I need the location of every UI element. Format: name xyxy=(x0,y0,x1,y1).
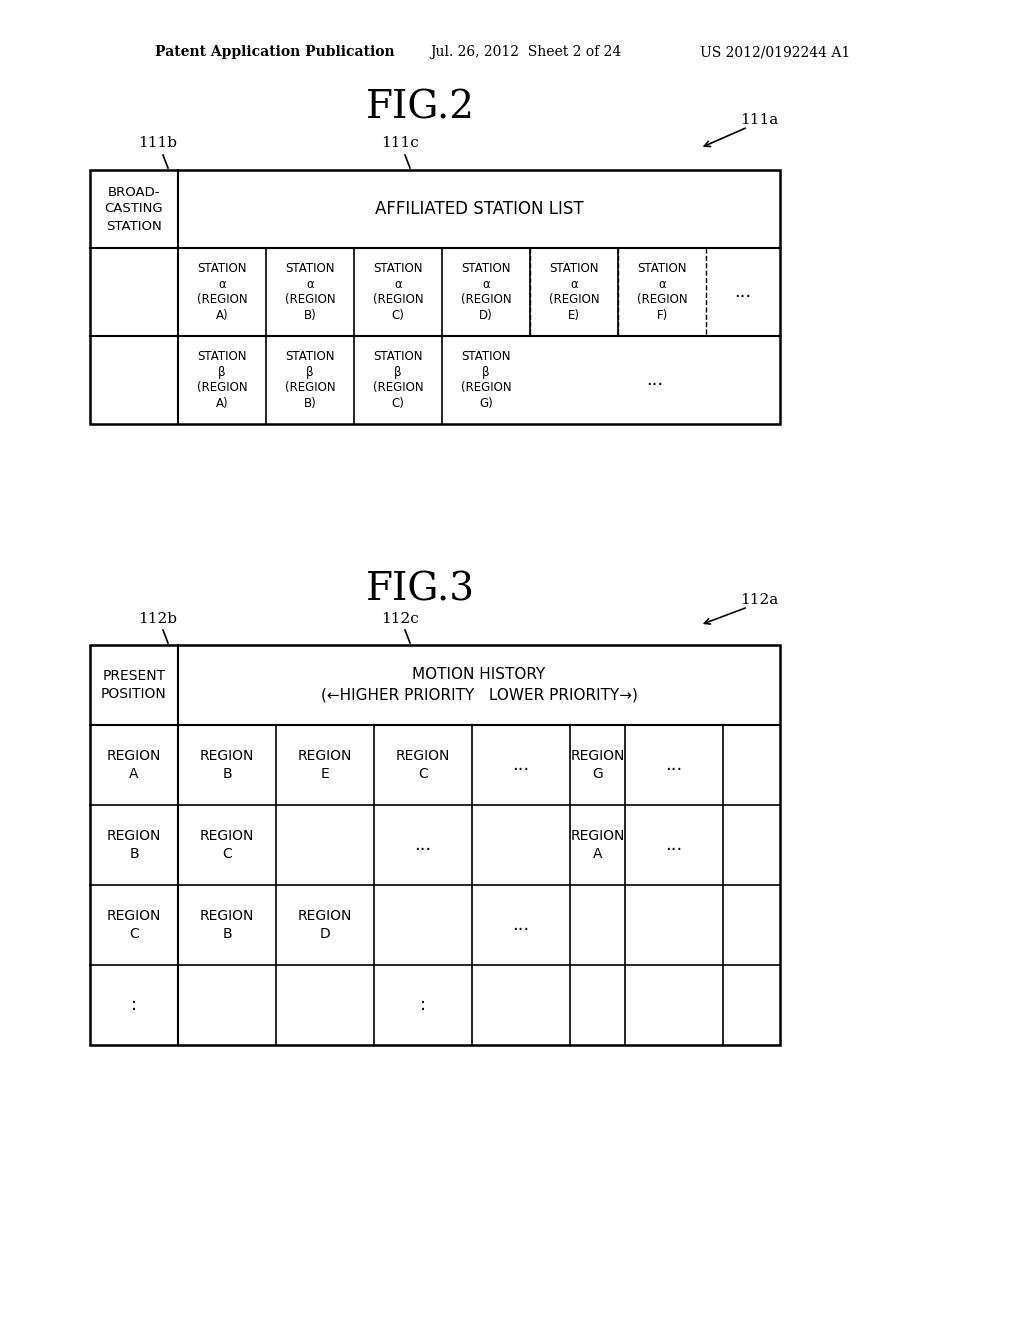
Text: MOTION HISTORY
(←HIGHER PRIORITY   LOWER PRIORITY→): MOTION HISTORY (←HIGHER PRIORITY LOWER P… xyxy=(321,667,637,704)
Text: BROAD-
CASTING
STATION: BROAD- CASTING STATION xyxy=(104,186,163,232)
Text: 112b: 112b xyxy=(138,612,177,626)
Text: 111b: 111b xyxy=(138,136,177,150)
Text: 112c: 112c xyxy=(381,612,419,626)
Text: STATION
β
(REGION
C): STATION β (REGION C) xyxy=(373,350,423,409)
Text: STATION
α
(REGION
C): STATION α (REGION C) xyxy=(373,263,423,322)
Text: REGION
A: REGION A xyxy=(106,750,161,780)
Text: ...: ... xyxy=(646,371,664,389)
Text: ...: ... xyxy=(512,756,529,774)
Text: ...: ... xyxy=(415,836,432,854)
Text: FIG.3: FIG.3 xyxy=(366,572,474,609)
Text: REGION
G: REGION G xyxy=(570,750,625,780)
Text: STATION
α
(REGION
B): STATION α (REGION B) xyxy=(285,263,335,322)
Text: ...: ... xyxy=(666,756,683,774)
Text: REGION
C: REGION C xyxy=(106,909,161,941)
Text: AFFILIATED STATION LIST: AFFILIATED STATION LIST xyxy=(375,201,584,218)
Text: REGION
B: REGION B xyxy=(200,909,254,941)
Text: STATION
α
(REGION
A): STATION α (REGION A) xyxy=(197,263,248,322)
Bar xyxy=(90,170,780,424)
Text: STATION
α
(REGION
E): STATION α (REGION E) xyxy=(549,263,599,322)
Text: REGION
C: REGION C xyxy=(200,829,254,861)
Text: REGION
A: REGION A xyxy=(570,829,625,861)
Text: ...: ... xyxy=(512,916,529,935)
Text: REGION
E: REGION E xyxy=(298,750,352,780)
Text: PRESENT
POSITION: PRESENT POSITION xyxy=(101,669,167,701)
Text: REGION
D: REGION D xyxy=(298,909,352,941)
Text: ...: ... xyxy=(666,836,683,854)
Text: REGION
B: REGION B xyxy=(106,829,161,861)
Text: STATION
β
(REGION
G): STATION β (REGION G) xyxy=(461,350,511,409)
Bar xyxy=(90,645,780,1045)
Text: :: : xyxy=(420,997,426,1014)
Text: STATION
α
(REGION
F): STATION α (REGION F) xyxy=(637,263,687,322)
Text: REGION
C: REGION C xyxy=(396,750,451,780)
Text: Patent Application Publication: Patent Application Publication xyxy=(155,45,394,59)
Text: ...: ... xyxy=(734,282,752,301)
Text: Jul. 26, 2012  Sheet 2 of 24: Jul. 26, 2012 Sheet 2 of 24 xyxy=(430,45,622,59)
Text: FIG.2: FIG.2 xyxy=(366,90,474,127)
Text: REGION
B: REGION B xyxy=(200,750,254,780)
Text: 112a: 112a xyxy=(740,593,778,607)
Text: :: : xyxy=(131,997,137,1014)
Text: 111c: 111c xyxy=(381,136,419,150)
Text: STATION
β
(REGION
B): STATION β (REGION B) xyxy=(285,350,335,409)
Text: US 2012/0192244 A1: US 2012/0192244 A1 xyxy=(700,45,850,59)
Text: STATION
β
(REGION
A): STATION β (REGION A) xyxy=(197,350,248,409)
Text: 111a: 111a xyxy=(740,114,778,127)
Text: STATION
α
(REGION
D): STATION α (REGION D) xyxy=(461,263,511,322)
